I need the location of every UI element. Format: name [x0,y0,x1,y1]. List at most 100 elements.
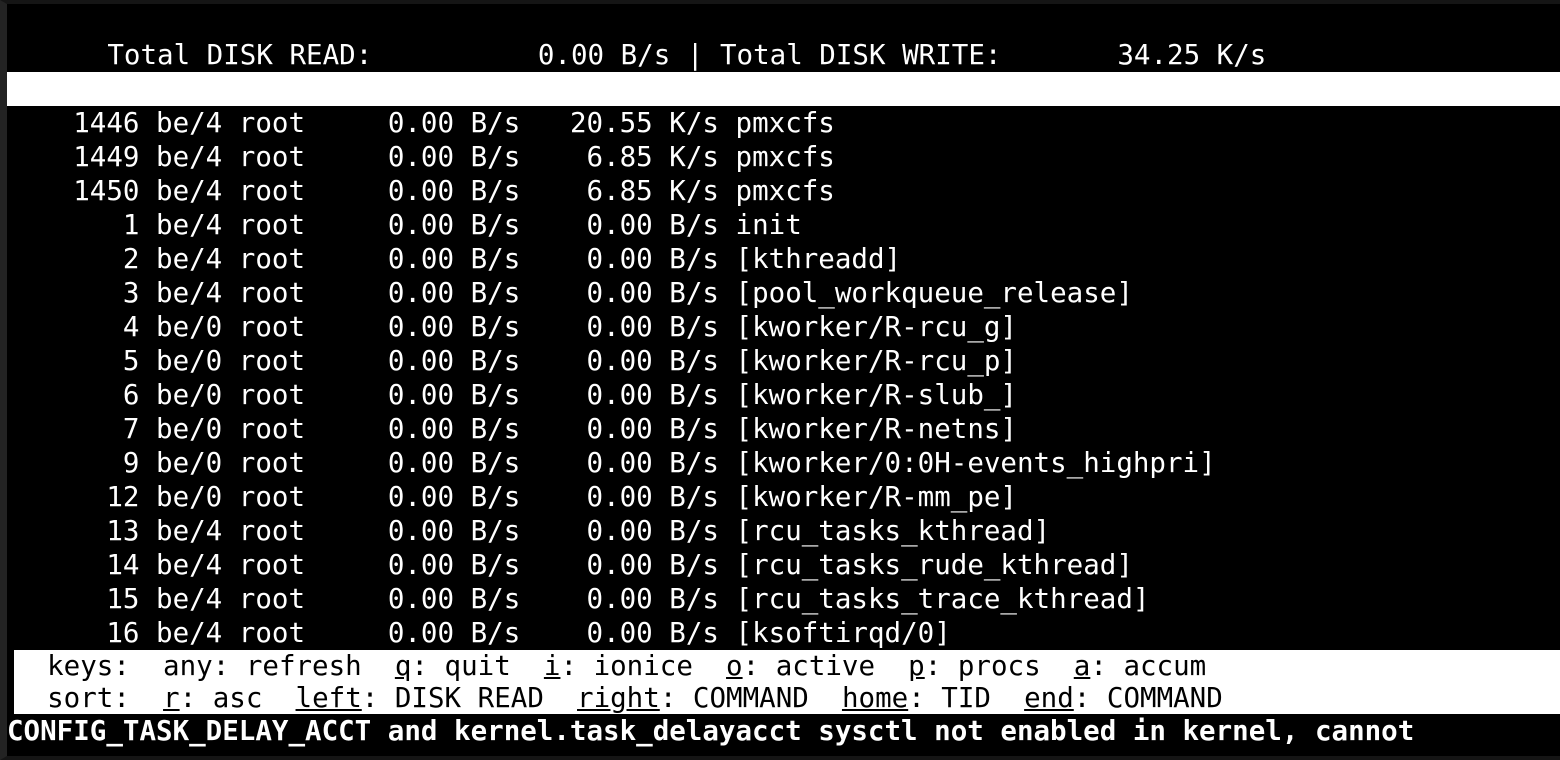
footer-key-action-accum: : accum [1090,650,1207,682]
table-row[interactable]: 6 be/0 root 0.00 B/s 0.00 B/s [kworker/R… [7,378,1560,412]
footer-sort-key-end[interactable]: end: COMMAND [1024,682,1223,714]
row-user: root [222,617,322,649]
row-prio: be/4 [139,209,223,241]
row-prio: be/4 [139,243,223,275]
row-tid: 1 [7,209,140,241]
row-disk-write: 20.55 K/s [520,107,719,139]
current-disk-write-label: Current DISK WRITE: [719,73,1035,105]
footer-key-active[interactable]: o: active [726,650,875,682]
footer-sort-key-left[interactable]: left: DISK READ [296,682,544,714]
footer-sort-gap [130,682,163,714]
footer-key-action-ionice: : ionice [560,650,693,682]
row-command: [kworker/R-slub_] [718,379,1017,411]
footer-sort-line: sort: r: asc left: DISK READ right: COMM… [7,682,1560,714]
status-message: CONFIG_TASK_DELAY_ACCT and kernel.task_d… [7,714,1560,748]
total-disk-read-value: 0.00 B/s [537,39,671,71]
table-row[interactable]: 1 be/4 root 0.00 B/s 0.00 B/s init [7,208,1560,242]
summary-spacer-2 [703,39,720,71]
table-row[interactable]: 3 be/4 root 0.00 B/s 0.00 B/s [pool_work… [7,276,1560,310]
row-command: init [718,209,802,241]
row-user: root [222,481,322,513]
footer-keys-label: keys: [47,650,130,682]
table-row[interactable]: 2 be/4 root 0.00 B/s 0.00 B/s [kthreadd] [7,242,1560,276]
table-row[interactable]: 12 be/0 root 0.00 B/s 0.00 B/s [kworker/… [7,480,1560,514]
row-command: pmxcfs [718,175,835,207]
row-user: root [222,583,322,615]
row-user: root [222,413,322,445]
column-header-command[interactable]: COMMAND [908,107,1025,139]
footer-key-label-ionice: i [543,650,561,682]
table-row[interactable]: 1450 be/4 root 0.00 B/s 6.85 K/s pmxcfs [7,174,1560,208]
footer-key-quit[interactable]: q: quit [395,650,511,682]
footer-sort-key-r[interactable]: r: asc [163,682,262,714]
row-tid: 1446 [7,107,140,139]
row-disk-read: 0.00 B/s [321,413,521,445]
footer-key-action-active: : active [742,650,876,682]
row-disk-read: 0.00 B/s [321,277,521,309]
row-tid: 6 [7,379,140,411]
table-row[interactable]: 9 be/0 root 0.00 B/s 0.00 B/s [kworker/0… [7,446,1560,480]
footer-key-action-quit: : quit [411,650,511,682]
summary-spacer-1 [670,39,687,71]
total-disk-write-value: 34.25 K/s [1117,39,1267,71]
footer-sort-key-label-left: left [295,682,362,714]
row-disk-read: 0.00 B/s [321,515,521,547]
footer-help: keys: any: refresh q: quit i: ionice o: … [7,650,1560,714]
footer-sort-sep-1 [262,682,295,714]
footer-sort-key-label-r: r [163,682,180,714]
row-command: [ksoftirqd/0] [718,617,951,649]
row-tid: 16 [7,617,140,649]
row-command: [rcu_tasks_trace_kthread] [718,583,1150,615]
footer-key-refresh[interactable]: any: refresh [163,650,362,682]
footer-key-label-active: o [726,650,743,682]
table-row[interactable]: 5 be/0 root 0.00 B/s 0.00 B/s [kworker/R… [7,344,1560,378]
row-disk-write: 0.00 B/s [520,379,719,411]
row-user: root [222,243,322,275]
row-disk-read: 0.00 B/s [321,345,521,377]
footer-key-procs[interactable]: p: procs [908,650,1040,682]
row-command: [kworker/R-rcu_g] [718,311,1017,343]
row-command: [kworker/R-netns] [718,413,1017,445]
current-disk-read-value: 438.39 K/s [504,73,671,105]
row-tid: 9 [7,447,140,479]
current-disk-read-spacer [405,73,504,105]
row-command: pmxcfs [718,141,835,173]
table-row[interactable]: 14 be/4 root 0.00 B/s 0.00 B/s [rcu_task… [7,548,1560,582]
footer-sort-key-action-home: : TID [908,682,991,714]
row-disk-write: 0.00 B/s [520,413,719,445]
summary-line-total: Total DISK READ: 0.00 B/s | Total DISK W… [7,4,1560,71]
iotop-screen: Total DISK READ: 0.00 B/s | Total DISK W… [7,4,1560,748]
row-disk-write: 0.00 B/s [520,515,719,547]
footer-sort-key-home[interactable]: home: TID [842,682,991,714]
row-prio: be/4 [139,549,223,581]
row-disk-write: 0.00 B/s [520,481,719,513]
row-tid: 12 [7,481,140,513]
footer-sort-key-right[interactable]: right: COMMAND [577,682,809,714]
table-row[interactable]: 15 be/4 root 0.00 B/s 0.00 B/s [rcu_task… [7,582,1560,616]
table-row[interactable]: 13 be/4 root 0.00 B/s 0.00 B/s [rcu_task… [7,514,1560,548]
row-user: root [222,175,322,207]
row-command: [pool_workqueue_release] [718,277,1133,309]
table-row[interactable]: 4 be/0 root 0.00 B/s 0.00 B/s [kworker/R… [7,310,1560,344]
footer-key-accum[interactable]: a: accum [1074,650,1206,682]
row-prio: be/0 [139,413,223,445]
row-tid: 7 [7,413,140,445]
row-disk-read: 0.00 B/s [321,447,521,479]
row-disk-write: 0.00 B/s [520,447,719,479]
total-disk-write-label: Total DISK WRITE: [719,39,1002,71]
table-row[interactable]: 1449 be/4 root 0.00 B/s 6.85 K/s pmxcfs [7,140,1560,174]
footer-keys-sep-5 [1041,650,1074,682]
table-row[interactable]: 1446 be/4 root 0.00 B/s 20.55 K/s pmxcfs [7,106,1560,140]
table-row[interactable]: 16 be/4 root 0.00 B/s 0.00 B/s [ksoftirq… [7,616,1560,650]
footer-sort-key-action-end: : COMMAND [1073,682,1223,714]
footer-key-ionice[interactable]: i: ionice [544,650,693,682]
row-prio: be/0 [139,447,223,479]
footer-sort-indent [14,682,47,714]
row-command: [rcu_tasks_rude_kthread] [718,549,1133,581]
footer-keys-gap [130,650,163,682]
row-command: [kworker/0:0H-events_highpri] [718,447,1216,479]
current-disk-write-spacer [1035,73,1118,105]
table-row[interactable]: 7 be/0 root 0.00 B/s 0.00 B/s [kworker/R… [7,412,1560,446]
row-prio: be/4 [139,617,223,649]
